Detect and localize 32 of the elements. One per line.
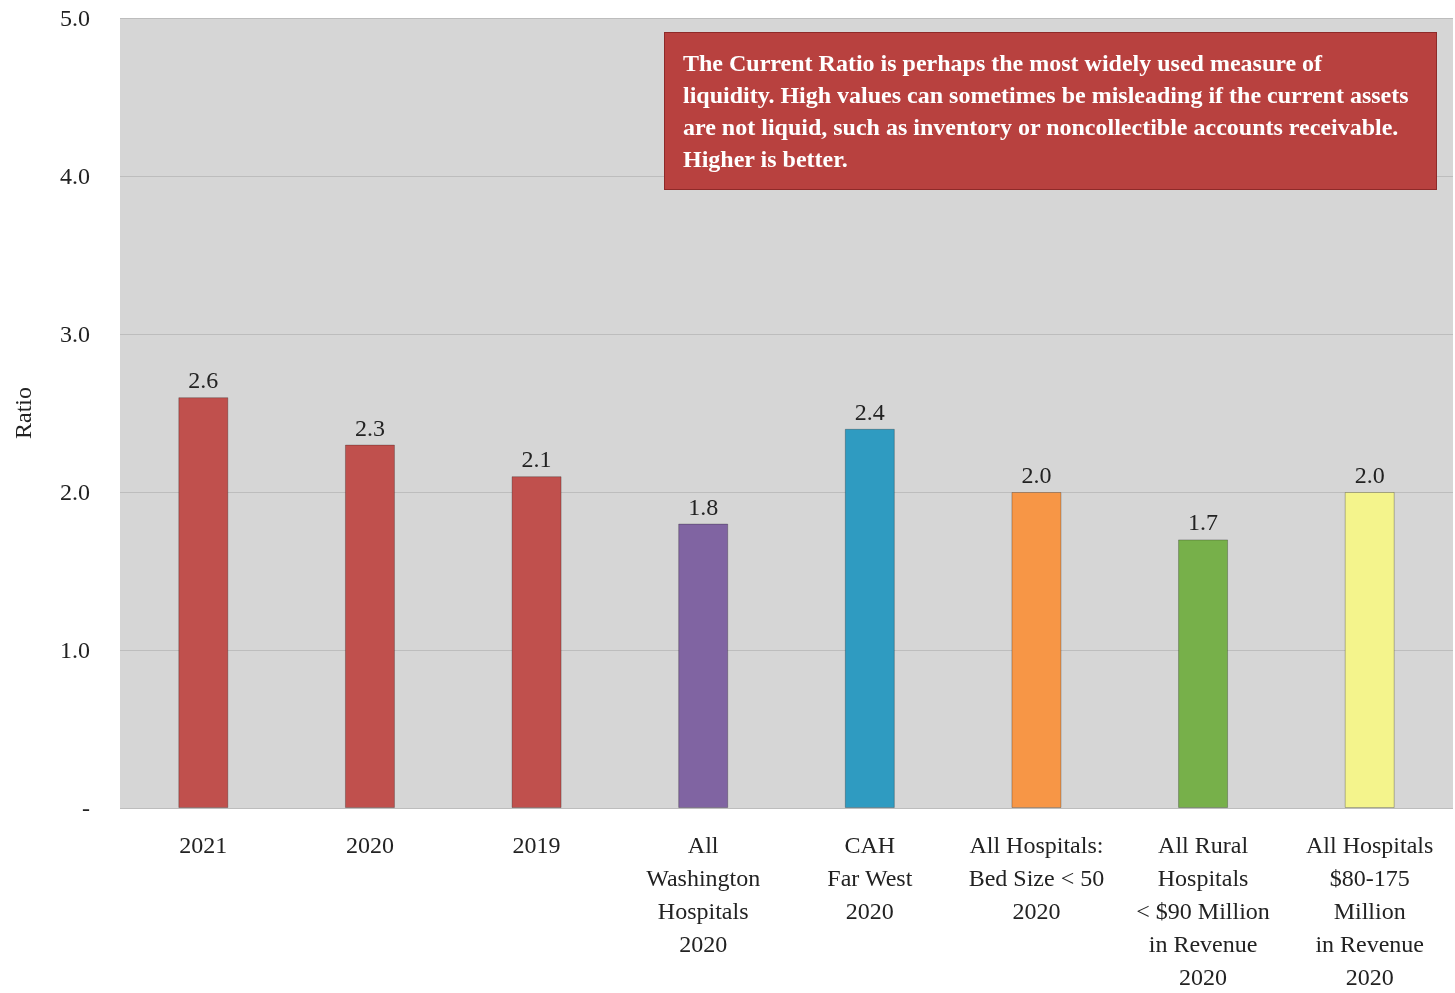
x-tick-label: 2021: [179, 831, 228, 858]
x-tick-label: All Rural Hospitals < $90 Million in Revenue 2020: [1136, 831, 1270, 990]
annotation: The Current Ratio is perhaps the most widely used measure of liquidity. High values can sometimes be misleading if the current assets are not liquid, such as inventory or noncollectible accounts receivable. Higher is better.: [683, 50, 1415, 172]
y-tick-label: 3.0: [60, 321, 90, 347]
data-label: 2.3: [354, 414, 385, 441]
y-tick-label: -: [82, 795, 90, 821]
y-tick-label: 4.0: [60, 163, 90, 189]
y-tick-label: 1.0: [60, 637, 90, 663]
y-tick-label: 5.0: [60, 5, 90, 31]
x-tick-label: All Hospitals: Bed Size < 50 2020: [968, 831, 1105, 924]
bar: [1178, 539, 1229, 808]
data-label: 2.0: [1021, 462, 1052, 488]
data-label: 2.4: [854, 398, 885, 425]
data-label: 2.6: [188, 367, 219, 394]
bar: [511, 476, 562, 808]
x-tick-label: 2019: [512, 831, 561, 858]
y-tick-label: 2.0: [60, 479, 90, 505]
y-axis-title: Ratio: [10, 387, 36, 439]
data-label: 2.1: [521, 446, 552, 473]
bar: [1344, 492, 1395, 808]
data-label: 1.7: [1188, 509, 1219, 536]
data-label: 1.8: [688, 493, 719, 520]
x-tick-label: All Washington Hospitals 2020: [646, 831, 761, 957]
bar: [678, 523, 729, 808]
bar: [844, 428, 895, 808]
bar: [344, 444, 395, 808]
x-tick-label: CAH Far West 2020: [827, 831, 913, 924]
x-tick-label: All Hospitals $80-175 Million in Revenue 2020: [1306, 831, 1434, 990]
bar: [1011, 492, 1062, 808]
data-label: 2.0: [1354, 462, 1385, 488]
bar: [178, 397, 229, 808]
x-tick-label: 2020: [345, 831, 394, 858]
